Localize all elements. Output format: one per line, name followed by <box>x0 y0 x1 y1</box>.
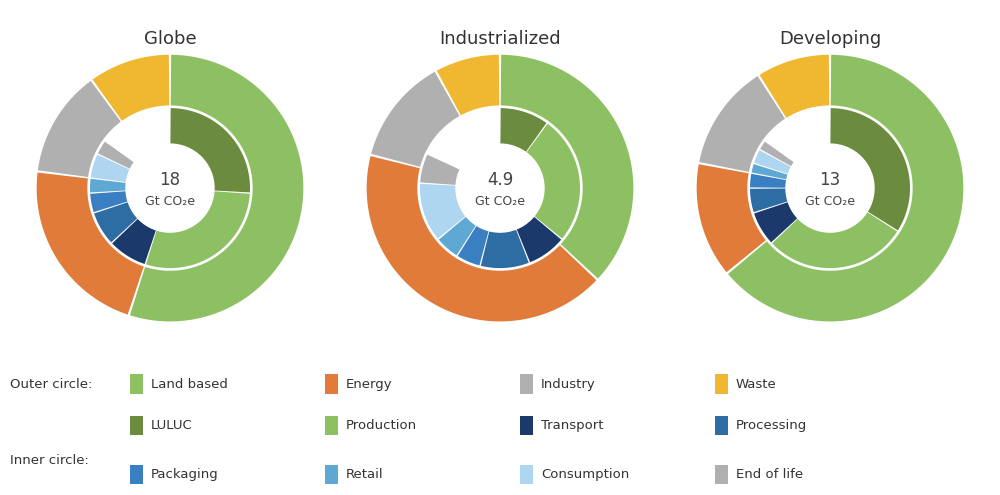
Text: Gt CO₂e: Gt CO₂e <box>475 195 525 208</box>
FancyBboxPatch shape <box>325 464 338 484</box>
Polygon shape <box>420 184 466 239</box>
Polygon shape <box>420 154 460 185</box>
Polygon shape <box>772 212 897 268</box>
Polygon shape <box>170 108 250 193</box>
FancyBboxPatch shape <box>130 464 143 484</box>
Text: Energy: Energy <box>346 378 393 391</box>
Polygon shape <box>481 229 529 268</box>
Polygon shape <box>752 164 788 180</box>
FancyBboxPatch shape <box>520 464 533 484</box>
Polygon shape <box>699 76 785 172</box>
Text: Consumption: Consumption <box>541 468 629 481</box>
Text: Globe: Globe <box>144 30 196 48</box>
Polygon shape <box>526 124 580 239</box>
Text: Outer circle:: Outer circle: <box>10 378 92 391</box>
Polygon shape <box>130 55 303 321</box>
Text: Production: Production <box>346 419 417 432</box>
Polygon shape <box>754 202 798 243</box>
Text: Industrialized: Industrialized <box>439 30 561 48</box>
FancyBboxPatch shape <box>130 416 143 436</box>
Text: Land based: Land based <box>151 378 228 391</box>
Polygon shape <box>439 216 476 255</box>
FancyBboxPatch shape <box>325 374 338 394</box>
FancyBboxPatch shape <box>325 416 338 436</box>
Text: 13: 13 <box>819 171 841 189</box>
FancyBboxPatch shape <box>715 374 728 394</box>
Text: LULUC: LULUC <box>151 419 193 432</box>
Polygon shape <box>697 164 766 272</box>
Polygon shape <box>728 55 963 321</box>
FancyBboxPatch shape <box>715 416 728 436</box>
Text: Waste: Waste <box>736 378 777 391</box>
Text: Retail: Retail <box>346 468 384 481</box>
FancyBboxPatch shape <box>130 374 143 394</box>
Polygon shape <box>112 218 156 264</box>
Polygon shape <box>146 191 250 268</box>
Text: 4.9: 4.9 <box>487 171 513 189</box>
Polygon shape <box>371 72 460 167</box>
Polygon shape <box>501 55 633 279</box>
Text: Packaging: Packaging <box>151 468 219 481</box>
FancyBboxPatch shape <box>520 416 533 436</box>
Polygon shape <box>458 225 489 265</box>
Circle shape <box>456 144 544 232</box>
Polygon shape <box>830 108 910 230</box>
Text: Gt CO₂e: Gt CO₂e <box>805 195 855 208</box>
FancyBboxPatch shape <box>520 374 533 394</box>
Polygon shape <box>367 156 596 321</box>
Polygon shape <box>98 142 134 169</box>
Polygon shape <box>517 216 561 262</box>
Text: 18: 18 <box>159 171 181 189</box>
Text: End of life: End of life <box>736 468 803 481</box>
Polygon shape <box>437 55 499 115</box>
Polygon shape <box>90 179 126 193</box>
Polygon shape <box>93 55 169 121</box>
Polygon shape <box>37 173 144 314</box>
Polygon shape <box>500 108 546 152</box>
Text: Transport: Transport <box>541 419 604 432</box>
Polygon shape <box>760 142 794 166</box>
Polygon shape <box>94 202 138 243</box>
Polygon shape <box>760 55 829 118</box>
Text: Industry: Industry <box>541 378 596 391</box>
Text: Developing: Developing <box>779 30 881 48</box>
Text: Gt CO₂e: Gt CO₂e <box>145 195 195 208</box>
Polygon shape <box>91 154 130 182</box>
Circle shape <box>786 144 874 232</box>
FancyBboxPatch shape <box>715 464 728 484</box>
Polygon shape <box>754 150 791 174</box>
Polygon shape <box>90 191 128 212</box>
Polygon shape <box>750 174 787 188</box>
Circle shape <box>126 144 214 232</box>
Polygon shape <box>38 81 121 177</box>
Text: Inner circle:: Inner circle: <box>10 454 89 467</box>
Polygon shape <box>750 189 788 212</box>
Text: Processing: Processing <box>736 419 807 432</box>
